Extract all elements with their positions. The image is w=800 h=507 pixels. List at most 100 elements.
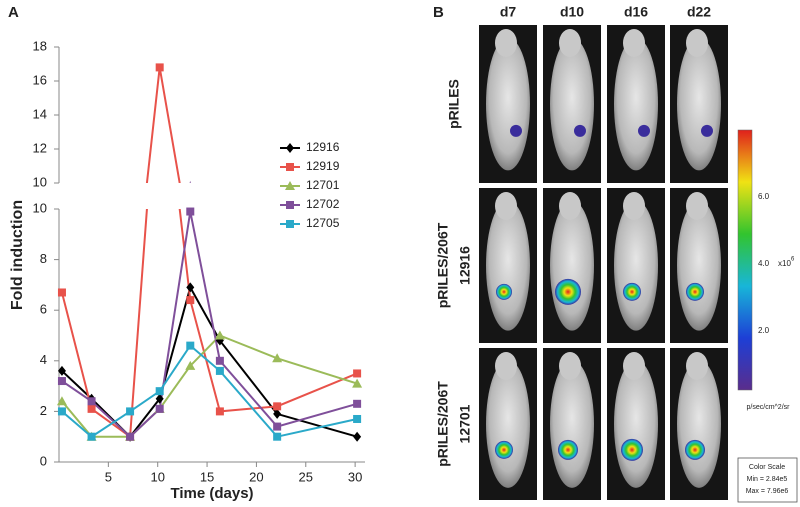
marker xyxy=(186,296,195,305)
legend-marker xyxy=(286,163,294,171)
colorbar-label: 2.0 xyxy=(758,326,770,335)
marker xyxy=(126,432,135,441)
marker xyxy=(272,353,283,363)
signal-spot xyxy=(623,282,641,301)
signal-spot xyxy=(638,124,650,137)
y-tick-label: 2 xyxy=(40,403,47,418)
marker xyxy=(186,341,195,350)
mouse-head xyxy=(623,29,645,57)
legend-marker xyxy=(286,201,294,209)
x-tick-label: 20 xyxy=(249,469,263,484)
marker xyxy=(87,397,96,406)
marker xyxy=(353,399,362,408)
row-label: pRILES xyxy=(446,79,462,129)
legend-marker xyxy=(286,220,294,228)
y-tick-label: 8 xyxy=(40,251,47,266)
mouse-head xyxy=(623,352,645,380)
column-label: d7 xyxy=(500,4,517,20)
column-label: d10 xyxy=(560,4,584,20)
upper-panel xyxy=(62,67,357,336)
x-axis-label: Time (days) xyxy=(170,485,253,502)
colorbar-exponent: 6 xyxy=(791,257,795,263)
row-label: 12701 xyxy=(457,404,473,443)
series-line xyxy=(62,268,357,336)
mouse-head xyxy=(495,29,517,57)
marker xyxy=(126,407,135,416)
signal-spot xyxy=(621,438,643,461)
marker xyxy=(57,407,66,416)
marker xyxy=(273,432,282,441)
marker xyxy=(352,378,363,388)
marker xyxy=(214,330,225,340)
color-scale-title: Color Scale xyxy=(749,464,785,471)
marker xyxy=(186,282,195,293)
mouse-head xyxy=(686,29,708,57)
mouse-body xyxy=(486,37,530,171)
colorbar-label: 6.0 xyxy=(758,192,770,201)
signal-spot xyxy=(510,124,522,137)
panel-label: B xyxy=(433,4,444,21)
signal-spot xyxy=(555,278,581,305)
legend-label: 12701 xyxy=(306,178,340,192)
mouse-body xyxy=(550,37,594,171)
x-tick-label: 10 xyxy=(150,469,164,484)
marker xyxy=(155,393,164,404)
mouse-head xyxy=(623,192,645,220)
colorbar xyxy=(737,129,753,391)
marker xyxy=(155,63,164,72)
marker xyxy=(215,366,224,375)
color-scale-min: Min = 2.84e5 xyxy=(747,476,788,483)
panel-label: A xyxy=(8,4,19,21)
marker xyxy=(353,431,362,442)
row-label: pRILES/206T xyxy=(435,222,451,308)
y-tick-label: 10 xyxy=(33,200,47,215)
color-scale-max: Max = 7.96e6 xyxy=(746,488,789,495)
lower-panel xyxy=(60,209,358,439)
legend-label: 12705 xyxy=(306,216,340,230)
legend-label: 12919 xyxy=(306,159,340,173)
mouse-head xyxy=(559,29,581,57)
series-line xyxy=(145,67,181,183)
mouse-head xyxy=(559,352,581,380)
colorbar-label: 4.0 xyxy=(758,259,770,268)
mouse-body xyxy=(677,37,721,171)
mouse-body xyxy=(614,200,658,331)
marker xyxy=(57,288,66,297)
series-line xyxy=(60,209,358,439)
y-tick-label: 4 xyxy=(40,352,47,367)
signal-spot xyxy=(496,283,512,300)
signal-spot xyxy=(685,439,705,460)
signal-spot xyxy=(574,124,586,137)
y-tick-label: 0 xyxy=(40,453,47,468)
signal-spot xyxy=(558,439,578,460)
column-label: d16 xyxy=(624,4,648,20)
series-line xyxy=(61,211,358,439)
series-line xyxy=(61,334,358,438)
legend-marker xyxy=(285,181,295,190)
marker xyxy=(273,408,282,419)
mouse-body xyxy=(550,200,594,331)
mouse-head xyxy=(495,192,517,220)
legend-label: 12702 xyxy=(306,197,340,211)
mouse-head xyxy=(686,352,708,380)
x-tick-label: 25 xyxy=(299,469,313,484)
mouse-head xyxy=(686,192,708,220)
marker xyxy=(215,356,224,365)
marker xyxy=(186,207,195,216)
marker xyxy=(185,360,196,370)
x-tick-label: 30 xyxy=(348,469,362,484)
mouse-body xyxy=(677,200,721,331)
marker xyxy=(215,407,224,416)
marker xyxy=(57,365,66,376)
mouse-body xyxy=(486,360,530,488)
legend-label: 12916 xyxy=(306,140,340,154)
y-tick-label: 6 xyxy=(40,302,47,317)
column-label: d22 xyxy=(687,4,711,20)
signal-spot xyxy=(495,440,513,459)
y-tick-label: 18 xyxy=(33,38,47,53)
signal-spot xyxy=(701,124,713,137)
marker xyxy=(353,414,362,423)
signal-spot xyxy=(686,282,704,301)
legend-marker xyxy=(286,143,294,153)
marker xyxy=(56,396,67,406)
